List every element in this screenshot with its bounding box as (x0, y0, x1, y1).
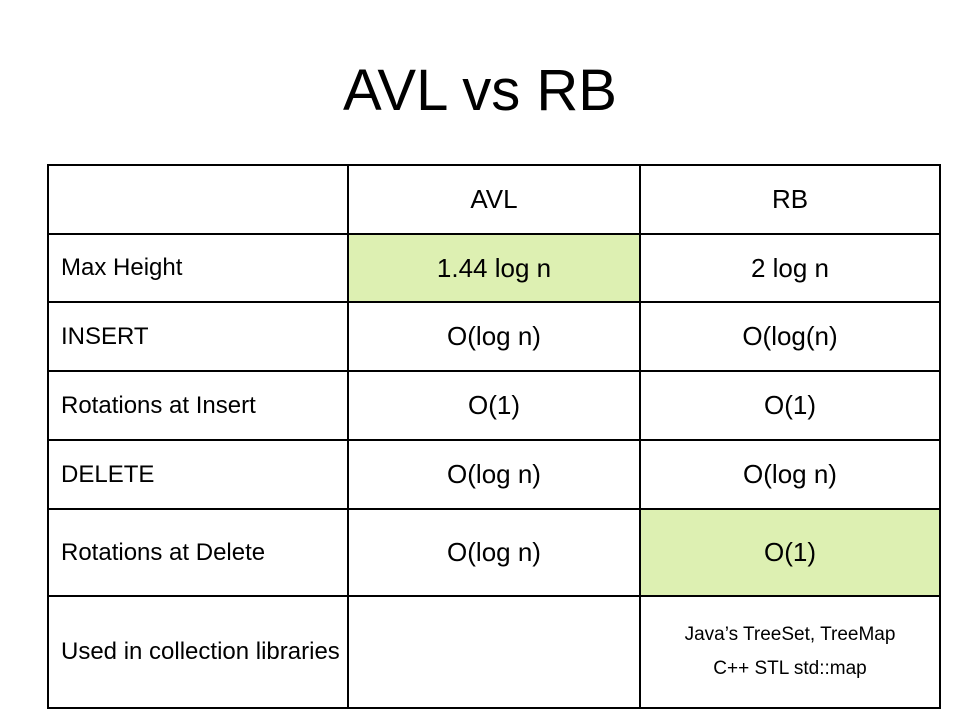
table-row: INSERT O(log n) O(log(n) (47, 301, 941, 372)
avl-cell-highlighted: 1.44 log n (347, 233, 641, 303)
rb-cell: 2 log n (639, 233, 941, 303)
row-label: Rotations at Delete (47, 508, 349, 597)
table-row: Rotations at Insert O(1) O(1) (47, 370, 941, 441)
table-row: DELETE O(log n) O(log n) (47, 439, 941, 510)
library-java: Java’s TreeSet, TreeMap (684, 624, 896, 645)
table-row: Used in collection libraries Java’s Tree… (47, 595, 941, 709)
row-label: Rotations at Insert (47, 370, 349, 441)
comparison-table: AVL RB Max Height 1.44 log n 2 log n INS… (47, 164, 941, 709)
library-cpp: C++ STL std::map (713, 658, 867, 679)
row-label: INSERT (47, 301, 349, 372)
rb-cell: O(log(n) (639, 301, 941, 372)
row-label: DELETE (47, 439, 349, 510)
avl-cell: O(log n) (347, 439, 641, 510)
table-row: Max Height 1.44 log n 2 log n (47, 233, 941, 303)
rb-cell-highlighted: O(1) (639, 508, 941, 597)
row-label: Used in collection libraries (47, 595, 349, 709)
slide-title: AVL vs RB (343, 58, 617, 123)
rb-cell: O(1) (639, 370, 941, 441)
table-row: Rotations at Delete O(log n) O(1) (47, 508, 941, 597)
avl-cell-empty (347, 595, 641, 709)
avl-cell: O(log n) (347, 508, 641, 597)
header-cell-empty (47, 164, 349, 235)
row-label: Max Height (47, 233, 349, 303)
rb-libraries-cell: Java’s TreeSet, TreeMap C++ STL std::map (639, 595, 941, 709)
table-header-row: AVL RB (47, 164, 941, 235)
header-cell-avl: AVL (347, 164, 641, 235)
rb-cell: O(log n) (639, 439, 941, 510)
avl-cell: O(1) (347, 370, 641, 441)
header-cell-rb: RB (639, 164, 941, 235)
avl-cell: O(log n) (347, 301, 641, 372)
